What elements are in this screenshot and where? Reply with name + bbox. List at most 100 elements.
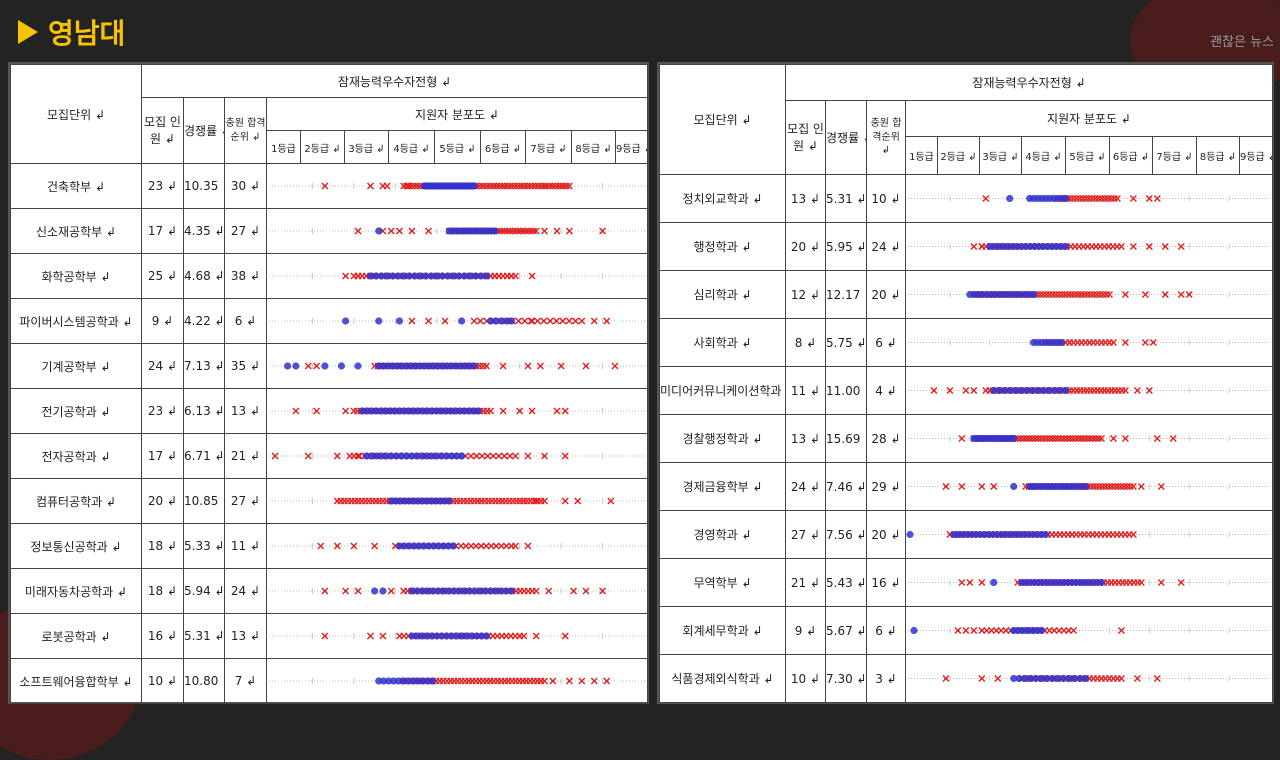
red-applicant-mark xyxy=(507,272,515,280)
quota-value: 10 ↲ xyxy=(785,654,826,703)
applicant-distribution-plot xyxy=(269,632,646,640)
red-applicant-mark xyxy=(522,227,530,235)
quota-value: 13 ↲ xyxy=(785,174,826,223)
rate-value: 7.56 ↲ xyxy=(825,510,867,559)
blue-applicant-mark xyxy=(458,452,466,460)
red-applicant-mark xyxy=(414,182,422,190)
blue-applicant-mark xyxy=(1043,674,1051,683)
table-row: 무역학부 ↲ 21 ↲ 5.43 ↲ 16 ↲ xyxy=(659,558,1274,607)
blue-applicant-mark xyxy=(507,317,515,325)
red-applicant-mark xyxy=(489,452,497,460)
red-applicant-mark xyxy=(472,542,480,550)
blue-applicant-mark xyxy=(402,452,411,460)
blue-applicant-mark xyxy=(995,386,1003,395)
red-applicant-mark xyxy=(574,497,582,505)
red-applicant-mark xyxy=(1153,195,1161,202)
grade-header: 7등급 ↲ xyxy=(525,130,572,164)
blue-applicant-mark xyxy=(413,587,421,595)
quota-value: 12 ↲ xyxy=(785,270,826,319)
blue-applicant-mark xyxy=(433,632,441,640)
rank-value: 6 ↲ xyxy=(224,298,267,344)
admission-table: 모집단위 ↲잠재능력우수자전형 ↲모집 인원 ↲경쟁률 ↲충원 합격순위 ↲지원… xyxy=(10,64,649,704)
applicant-distribution-plot xyxy=(908,434,1271,443)
blue-applicant-mark xyxy=(1057,338,1066,347)
quota-value: 17 ↲ xyxy=(141,433,184,479)
red-applicant-mark xyxy=(497,542,505,550)
red-applicant-mark xyxy=(1077,291,1085,298)
red-applicant-mark xyxy=(561,452,569,460)
blue-applicant-mark xyxy=(422,272,430,280)
unit-name: 전자공학과 ↲ xyxy=(10,433,142,479)
red-applicant-mark xyxy=(478,452,486,460)
red-applicant-mark xyxy=(1031,435,1039,442)
grade-header: 1등급 xyxy=(266,130,301,164)
blue-applicant-mark xyxy=(413,632,421,640)
red-applicant-mark xyxy=(317,542,325,550)
red-applicant-mark xyxy=(543,182,551,190)
quota-value: 9 ↲ xyxy=(141,298,184,344)
quota-value: 23 ↲ xyxy=(141,163,184,209)
quota-value: 11 ↲ xyxy=(785,366,826,415)
red-applicant-mark xyxy=(477,542,485,550)
red-applicant-mark xyxy=(590,677,598,685)
blue-applicant-mark xyxy=(491,227,499,235)
red-applicant-mark xyxy=(1104,195,1112,202)
red-applicant-mark xyxy=(978,579,986,586)
rate-value: 10.80 ↲ xyxy=(183,658,225,704)
red-applicant-mark xyxy=(578,677,586,685)
rank-value: 29 ↲ xyxy=(866,462,906,511)
grade-header: 3등급 ↲ xyxy=(979,136,1022,175)
red-applicant-mark xyxy=(962,627,970,634)
applicant-distribution-plot xyxy=(269,587,646,595)
red-applicant-mark xyxy=(1185,291,1193,298)
page-title: 영남대 xyxy=(48,17,126,50)
red-applicant-mark xyxy=(541,497,549,505)
quota-value: 21 ↲ xyxy=(785,558,826,607)
table-row: 경찰행정학과 ↲13 ↲15.69 ↲28 ↲ xyxy=(659,414,1274,463)
applicant-distribution-plot xyxy=(269,317,646,325)
blue-applicant-mark xyxy=(416,272,424,280)
red-applicant-mark xyxy=(487,407,495,415)
distribution-plot-cell xyxy=(265,433,649,479)
table-row: 회계세무학과 ↲ 9 ↲ 5.67 ↲ 6 ↲ xyxy=(659,606,1274,655)
red-applicant-mark xyxy=(519,227,527,235)
table-row: 신소재공학부 ↲ 17 ↲ 4.35 ↲ 27 ↲ xyxy=(10,208,649,254)
unit-name: 식품경제외식학과 ↲ xyxy=(659,654,786,703)
red-applicant-mark xyxy=(467,452,475,460)
column-header-unit: 모집단위 ↲ xyxy=(10,64,142,164)
red-applicant-mark xyxy=(313,362,321,370)
red-applicant-mark xyxy=(354,587,362,595)
blue-applicant-mark xyxy=(1028,386,1037,395)
rate-value: 5.95 ↲ xyxy=(825,222,867,271)
red-applicant-mark xyxy=(457,542,465,550)
red-applicant-mark xyxy=(404,182,412,190)
blue-applicant-mark xyxy=(428,632,436,640)
rank-value: 28 ↲ xyxy=(866,414,906,463)
rate-value: 5.94 ↲ xyxy=(183,568,225,614)
red-applicant-mark xyxy=(978,675,986,682)
quota-value: 18 ↲ xyxy=(141,568,184,614)
blue-applicant-mark xyxy=(377,452,385,460)
red-applicant-mark xyxy=(563,182,571,190)
red-applicant-mark xyxy=(1121,291,1129,298)
grade-header: 3등급 ↲ xyxy=(344,130,389,164)
quota-value: 24 ↲ xyxy=(785,462,826,511)
blue-applicant-mark xyxy=(362,452,370,460)
blue-applicant-mark xyxy=(400,272,408,280)
blue-applicant-mark xyxy=(1048,674,1056,683)
blue-applicant-mark xyxy=(486,587,495,595)
red-applicant-mark xyxy=(511,227,519,235)
blue-applicant-mark xyxy=(990,386,998,395)
quota-value: 17 ↲ xyxy=(141,208,184,254)
red-applicant-mark xyxy=(1051,435,1059,442)
blue-applicant-mark xyxy=(442,452,451,460)
blue-applicant-mark xyxy=(375,317,383,325)
unit-name: 파이버시스템공학과 ↲ xyxy=(10,298,142,344)
distribution-plot-cell xyxy=(904,270,1274,319)
unit-name: 전기공학과 ↲ xyxy=(10,388,142,434)
table-row: 전기공학과 ↲ 23 ↲ 6.13 ↲ 13 ↲ xyxy=(10,388,649,434)
unit-name: 기계공학부 ↲ xyxy=(10,343,142,389)
red-applicant-mark xyxy=(561,407,569,415)
blue-applicant-mark xyxy=(438,272,446,280)
rank-value: 13 ↲ xyxy=(224,388,267,434)
